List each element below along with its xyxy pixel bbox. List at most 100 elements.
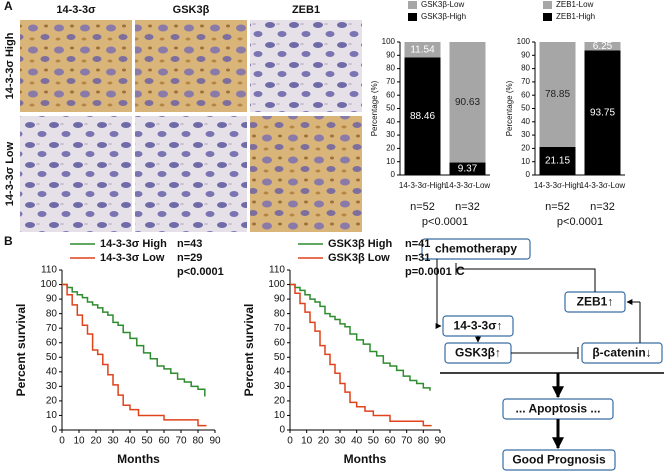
- y-tick-label: 0: [51, 425, 57, 436]
- legend-swatch: [543, 13, 552, 21]
- legend-swatch: [408, 13, 417, 21]
- survival-curve: [62, 283, 207, 427]
- survival-curve: [290, 283, 432, 427]
- legend-label: 14-3-3σ High: [100, 238, 167, 250]
- value-label: 21.15: [545, 156, 570, 167]
- bar-segment: [404, 57, 441, 175]
- bar-segment: [539, 42, 576, 147]
- legend-label: 14-3-3σ Low: [100, 252, 165, 264]
- column-label: ZEB1: [292, 4, 320, 16]
- survival-curve: [290, 283, 431, 391]
- y-tick-label: 20: [521, 144, 530, 153]
- x-tick-label: 14-3-3σ-Low: [580, 181, 626, 190]
- diagram: chemotherapy ZEB1↑ 14-3-3σ↑ GSK3β↑ β-cat…: [421, 238, 664, 471]
- legend-label: GSK3β High: [328, 238, 392, 250]
- y-tick-label: 70: [274, 323, 286, 334]
- y-tick-label: 80: [46, 308, 58, 319]
- x-tick-label: 14-3-3σ-Low: [445, 181, 491, 190]
- legend-n: n=29: [177, 252, 202, 264]
- node-label: 14-3-3σ↑: [454, 319, 503, 333]
- node-label: Good Prognosis: [512, 453, 606, 467]
- x-tick-label: 10: [301, 436, 313, 447]
- y-tick-label: 70: [521, 77, 530, 86]
- y-tick-label: 80: [274, 308, 286, 319]
- y-tick-label: 50: [274, 352, 286, 363]
- y-tick-label: 70: [386, 77, 395, 86]
- value-label: 6.25: [593, 41, 613, 52]
- node-box: [581, 342, 663, 364]
- row-label: 14-3-3σ Low: [4, 141, 16, 206]
- y-tick-label: 20: [46, 396, 58, 407]
- ihc-image: [20, 116, 132, 232]
- y-axis-label: Percentage (%): [370, 80, 379, 136]
- legend-n: n=31: [405, 252, 430, 264]
- y-tick-label: 70: [46, 323, 58, 334]
- y-tick-label: 30: [386, 130, 395, 139]
- y-tick-label: 110: [269, 265, 285, 276]
- survival-curve: [62, 283, 206, 397]
- y-tick-label: 50: [521, 104, 530, 113]
- value-label: 93.75: [590, 107, 615, 118]
- y-tick-label: 80: [521, 64, 530, 73]
- y-tick-label: 100: [40, 279, 57, 290]
- bar-segment: [404, 42, 441, 58]
- ihc-image: [20, 20, 132, 112]
- y-axis-label: Percent survival: [242, 304, 256, 397]
- value-label: 11.54: [410, 44, 435, 55]
- y-tick-label: 60: [46, 337, 58, 348]
- bar-segment: [584, 50, 621, 175]
- x-tick-label: 20: [90, 436, 102, 447]
- bar-segment: [449, 162, 486, 175]
- node-label: chemotherapy: [435, 242, 517, 256]
- node-label: GSK3β↑: [455, 346, 501, 360]
- legend-label: GSK3β-High: [421, 12, 466, 21]
- legend-n: n=41: [405, 238, 430, 250]
- y-tick-label: 20: [386, 144, 395, 153]
- annotation: n=32: [590, 201, 615, 213]
- x-tick-label: 40: [124, 436, 136, 447]
- x-tick-label: 70: [401, 436, 413, 447]
- panel-label: C: [456, 264, 465, 278]
- legend-swatch: [543, 1, 552, 9]
- x-tick-label: 0: [59, 436, 65, 447]
- y-tick-label: 0: [391, 170, 396, 179]
- annotation: n=52: [410, 201, 435, 213]
- y-tick-label: 30: [46, 381, 58, 392]
- value-label: 88.46: [410, 111, 435, 122]
- x-axis-label: Months: [117, 452, 160, 466]
- y-tick-label: 40: [274, 366, 286, 377]
- x-tick-label: 40: [351, 436, 363, 447]
- x-tick-label: 14-3-3σ-High: [534, 181, 581, 190]
- bar-segment: [584, 42, 621, 51]
- x-tick-label: 10: [73, 436, 85, 447]
- ihc-grid: [20, 20, 362, 232]
- arrow: [435, 259, 442, 329]
- x-tick-label: 60: [158, 436, 170, 447]
- x-tick-label: 80: [192, 436, 204, 447]
- y-tick-label: 40: [386, 117, 395, 126]
- y-tick-label: 90: [274, 294, 286, 305]
- x-tick-label: 70: [175, 436, 187, 447]
- x-tick-label: 30: [107, 436, 119, 447]
- x-tick-label: 50: [368, 436, 380, 447]
- column-label: 14-3-3σ: [56, 4, 96, 16]
- x-tick-label: 50: [141, 436, 153, 447]
- y-tick-label: 10: [274, 410, 286, 421]
- ihc-image: [135, 116, 247, 232]
- y-tick-label: 90: [46, 294, 58, 305]
- y-tick-label: 100: [517, 37, 531, 46]
- x-tick-label: 90: [209, 436, 221, 447]
- y-tick-label: 60: [521, 90, 530, 99]
- node-label: ... Apoptosis ...: [516, 402, 601, 416]
- row-label: 14-3-3σ High: [4, 32, 16, 99]
- y-tick-label: 0: [279, 425, 285, 436]
- legend-label: GSK3β-Low: [421, 0, 465, 9]
- y-tick-label: 10: [46, 410, 58, 421]
- legend-label: GSK3β Low: [328, 252, 390, 264]
- annotation: n=52: [545, 201, 570, 213]
- ihc-image: [250, 20, 362, 112]
- y-tick-label: 10: [386, 157, 395, 166]
- ihc-image: [135, 20, 247, 112]
- inhibition: [456, 268, 596, 292]
